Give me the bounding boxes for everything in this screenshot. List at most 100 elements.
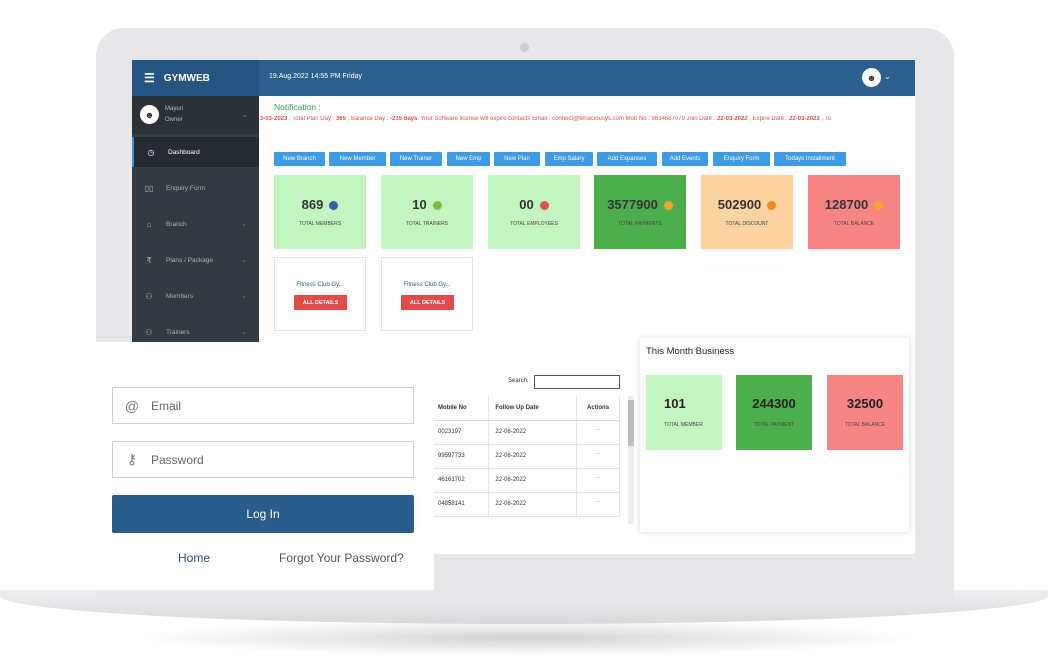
column-mobile-no[interactable]: Mobile No: [432, 396, 490, 421]
new-branch-button[interactable]: New Branch: [274, 152, 325, 166]
date-cell: 22-06-2022: [488, 468, 578, 493]
chevron-down-icon: ⌄: [241, 221, 247, 228]
branch-card: Fitness Club Gy... ALL DETAILS: [274, 257, 366, 331]
top-bar: ☰ GYMWEB 19.Aug.2022 14:55 PM Friday ☻ ⌄: [132, 60, 915, 96]
stat-value: 128700: [808, 197, 900, 212]
month-value: 101: [664, 396, 686, 411]
stat-card-total-payments[interactable]: 3577900 TOTAL PAYMENTS: [594, 175, 686, 249]
stat-label: TOTAL EMPLOYEES: [510, 221, 558, 227]
arrow-icon: [767, 201, 777, 211]
email-placeholder: Email: [151, 398, 182, 413]
all-details-button[interactable]: ALL DETAILS: [401, 295, 454, 310]
month-value: 244300: [752, 396, 796, 411]
home-icon: ⌂: [146, 219, 152, 229]
actions-menu[interactable]: ...: [576, 468, 620, 493]
brand-name: GYMWEB: [163, 72, 210, 84]
sidebar-item-label: Plans / Package: [166, 256, 213, 264]
month-value: 32500: [846, 396, 884, 411]
stat-value: 869: [274, 197, 366, 212]
month-label: TOTAL MEMBER: [664, 422, 703, 428]
sidebar-item-trainers[interactable]: ⚇ Trainers ⌄: [132, 317, 259, 347]
panel-title: This Month Business: [646, 346, 735, 357]
home-link[interactable]: Home: [178, 551, 211, 565]
todays-installment-button[interactable]: Todays Installment: [774, 152, 846, 166]
stat-card-total-members[interactable]: 869 TOTAL MEMBERS: [274, 175, 366, 249]
sidebar-item-enquiry-form[interactable]: ▯▯ Enquiry Form: [132, 173, 259, 203]
chevron-down-icon: ⌄: [241, 293, 247, 300]
mobile-cell: 99597733: [432, 444, 490, 469]
month-label: TOTAL BALANCE: [844, 422, 886, 428]
actions-menu[interactable]: ...: [576, 444, 620, 469]
mobile-cell: 04858141: [432, 492, 490, 517]
table-header: Mobile No Follow Up Date Actions: [432, 396, 620, 421]
chevron-down-icon[interactable]: ⌄: [242, 112, 248, 119]
sidebar-item-branch[interactable]: ⌂ Branch ⌄: [132, 209, 259, 239]
stat-card-total-employees[interactable]: 00 TOTAL EMPLOYEES: [488, 175, 580, 249]
rupee-icon: ₹: [146, 255, 152, 265]
laptop-shadow: [130, 620, 920, 656]
stat-card-total-trainers[interactable]: 10 TOTAL TRAINERS: [381, 175, 473, 249]
mobile-cell: 0023197: [432, 420, 490, 445]
current-datetime: 19.Aug.2022 14:55 PM Friday: [269, 73, 363, 80]
new-member-button[interactable]: New Member: [329, 152, 386, 166]
all-details-button[interactable]: ALL DETAILS: [294, 295, 347, 310]
month-card-total-member[interactable]: 101 TOTAL MEMBER: [646, 375, 722, 450]
stat-card-total-discount[interactable]: 502900 TOTAL DISCOUNT: [701, 175, 793, 249]
branch-card: Fitness Club Gy... ALL DETAILS: [381, 257, 473, 331]
avatar[interactable]: ☻: [862, 68, 881, 87]
new-emp-button[interactable]: New Emp: [447, 152, 490, 166]
date-cell: 22-06-2022: [488, 420, 578, 445]
sidebar-item-label: Enquiry Form: [166, 184, 206, 192]
members-icon: ⚇: [145, 291, 153, 301]
month-label: TOTAL PAYMENT: [753, 422, 795, 428]
user-panel[interactable]: ☻ Mayuri Owner ⌄: [132, 96, 259, 134]
enquiry-form-button[interactable]: Enquiry Form: [713, 152, 770, 166]
stat-label: TOTAL TRAINERS: [405, 221, 449, 227]
mobile-cell: 46161702: [432, 468, 490, 493]
add-events-button[interactable]: Add Events: [662, 152, 708, 166]
actions-menu[interactable]: ...: [576, 420, 620, 445]
branch-name: Fitness Club Gy...: [296, 282, 344, 288]
camera-icon: [520, 43, 529, 52]
month-card-total-payment[interactable]: 244300 TOTAL PAYMENT: [736, 375, 812, 450]
table-row: 46161702 22-06-2022 ...: [432, 468, 620, 493]
stat-card-total-balance[interactable]: 128700 TOTAL BALANCE: [808, 175, 900, 249]
menu-icon[interactable]: ☰: [144, 71, 155, 85]
key-icon: ⚷: [126, 451, 138, 467]
sidebar-item-label: Dashboard: [168, 148, 200, 156]
search-label: Search:: [508, 378, 529, 384]
search-input[interactable]: [534, 375, 620, 389]
stat-label: TOTAL BALANCE: [833, 221, 875, 227]
add-expanses-button[interactable]: Add Expanses: [597, 152, 657, 166]
date-cell: 22-06-2022: [488, 444, 578, 469]
password-field[interactable]: ⚷ Password: [112, 441, 414, 478]
chevron-down-icon[interactable]: ⌄: [884, 72, 891, 81]
sidebar-item-members[interactable]: ⚇ Members ⌄: [132, 281, 259, 311]
new-plan-button[interactable]: New Plan: [494, 152, 540, 166]
table-row: 04858141 22-06-2022 ...: [432, 492, 620, 517]
table-row: 0023197 22-06-2022 ...: [432, 420, 620, 445]
table-scrollbar[interactable]: [628, 396, 634, 524]
trainers-icon: ⚇: [145, 327, 153, 337]
sidebar-item-label: Members: [166, 292, 194, 300]
login-button[interactable]: Log In: [112, 495, 414, 533]
user-avatar: ☻: [140, 105, 159, 124]
notification-ticker: 3-03-2023 , Total Plan Day : 365 , Balan…: [260, 116, 831, 122]
scrollbar-thumb[interactable]: [628, 400, 634, 446]
login-panel: @ Email ⚷ Password Log In Home Forgot Yo…: [96, 342, 434, 590]
at-icon: @: [124, 397, 140, 414]
sidebar-item-plans[interactable]: ₹ Plans / Package ⌄: [132, 245, 259, 275]
sidebar-item-dashboard[interactable]: ◷ Dashboard: [132, 137, 259, 167]
column-follow-up-date[interactable]: Follow Up Date: [488, 396, 578, 421]
sidebar: ☻ Mayuri Owner ⌄ ◷ Dashboard ▯▯ Enquiry …: [132, 96, 259, 346]
actions-menu[interactable]: ...: [576, 492, 620, 517]
emp-salary-button[interactable]: Emp Salary: [545, 152, 593, 166]
new-trainer-button[interactable]: New Trainer: [390, 152, 442, 166]
arrow-icon: [874, 201, 884, 211]
date-cell: 22-06-2022: [488, 492, 578, 517]
table-row: 99597733 22-06-2022 ...: [432, 444, 620, 469]
forgot-password-link[interactable]: Forgot Your Password?: [279, 551, 404, 565]
arrow-icon: [539, 201, 549, 211]
month-card-total-balance[interactable]: 32500 TOTAL BALANCE: [827, 375, 903, 450]
email-field[interactable]: @ Email: [112, 387, 414, 424]
